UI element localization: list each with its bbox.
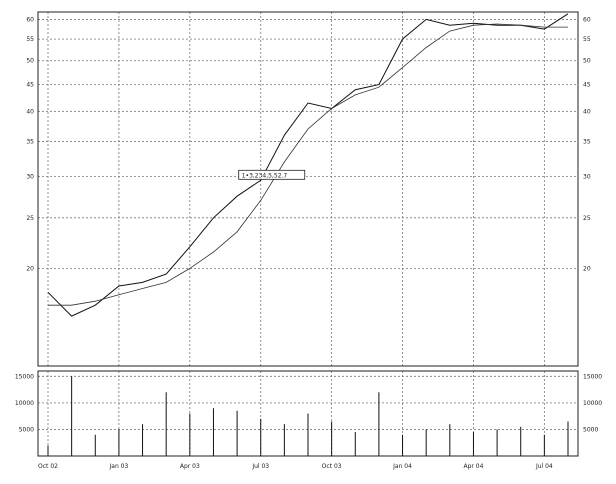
x-tick-label: Oct 02 [38, 463, 58, 470]
annotation-box [238, 169, 306, 180]
volume-y-tick-label-right: 5000 [583, 426, 598, 433]
price-y-tick-label-right: 40 [583, 108, 591, 115]
axis-labels-group: Oct 02 Jan 03 Apr 03 Jul 03 Oct 03 Jan 04 Apr … [15, 16, 602, 470]
price-y-tick-label-left: 20 [26, 265, 34, 272]
annotation-label: 1•3,234,5,52.7 [242, 172, 288, 179]
price-y-tick-label-left: 60 [26, 16, 34, 23]
annotation-group: 1•3,234,5,52.7 [238, 169, 306, 180]
price-y-tick-label-right: 25 [583, 215, 591, 222]
x-tick-label: Jan 04 [392, 463, 412, 470]
price-y-tick-label-right: 50 [583, 58, 591, 65]
x-tick-label: Jan 03 [109, 463, 129, 470]
price-y-tick-label-left: 45 [26, 82, 34, 89]
volume-y-tick-label-right: 10000 [583, 400, 602, 407]
price-y-tick-label-left: 35 [26, 139, 34, 146]
x-tick-label: Apr 03 [180, 463, 200, 470]
price-y-tick-label-left: 50 [26, 58, 34, 65]
price-y-tick-label-right: 30 [583, 174, 591, 181]
price-series-group [47, 13, 569, 317]
price-y-tick-label-left: 25 [26, 215, 34, 222]
price-grid [38, 12, 578, 366]
volume-y-tick-label-left: 10000 [15, 400, 34, 407]
x-tick-label: Jul 03 [251, 463, 269, 470]
x-tick-label: Apr 04 [463, 463, 483, 470]
price-y-tick-label-left: 40 [26, 108, 34, 115]
volume-bars-group [47, 376, 569, 456]
x-tick-label: Oct 03 [322, 463, 342, 470]
price-series-line [47, 13, 569, 317]
moving-average-line [48, 23, 568, 306]
panel-frames [37, 11, 579, 457]
volume-panel-frame [37, 370, 579, 457]
price-y-tick-label-right: 55 [583, 36, 591, 43]
price-y-tick-label-right: 45 [583, 82, 591, 89]
price-y-tick-label-left: 55 [26, 36, 34, 43]
volume-y-tick-label-left: 5000 [19, 426, 34, 433]
x-tick-label: Jul 04 [535, 463, 553, 470]
price-panel-frame [37, 11, 579, 367]
price-y-tick-label-right: 60 [583, 16, 591, 23]
price-y-tick-label-right: 20 [583, 265, 591, 272]
volume-y-tick-label-left: 15000 [15, 373, 34, 380]
price-y-tick-label-left: 30 [26, 174, 34, 181]
price-y-tick-label-right: 35 [583, 139, 591, 146]
volume-y-tick-label-right: 15000 [583, 373, 602, 380]
